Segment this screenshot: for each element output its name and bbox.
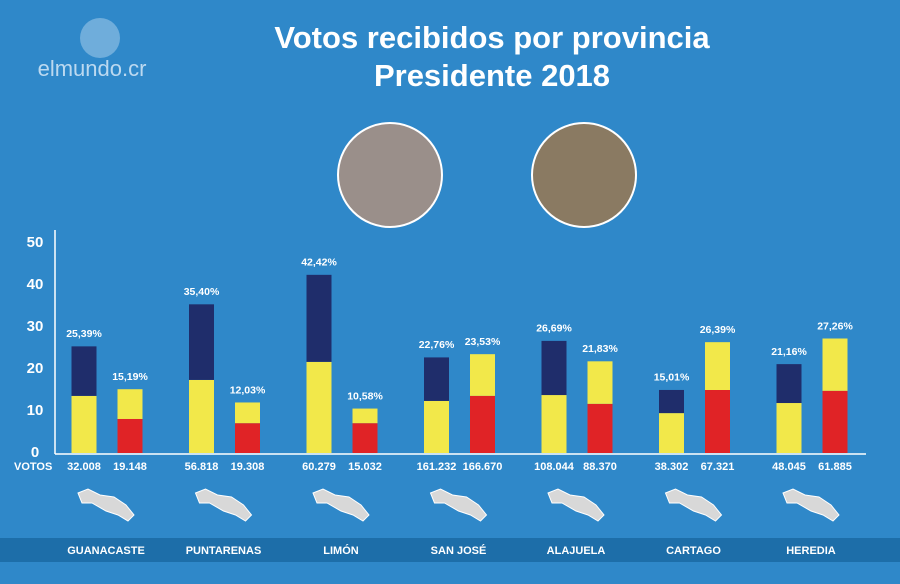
y-tick-label: 10 [27,402,44,419]
bar-segment [541,340,567,396]
votes-value: 19.148 [113,461,147,473]
total-label: 22,76% [419,339,455,351]
votes-value: 56.818 [185,461,219,473]
x-tick-label: HEREDIA [786,545,836,557]
bar-segment [117,389,143,419]
bar-segment [705,390,730,453]
bar-segment [587,403,613,453]
total-label: 15,01% [654,372,690,384]
bar-segment [189,379,214,453]
votes-value: 32.008 [67,461,101,473]
bar-segment [424,400,449,453]
bar-segment [541,395,567,453]
bar-segment [352,408,378,424]
total-label: 42,42% [301,257,337,269]
total-label: 10,58% [347,390,383,402]
logo-globe [80,18,120,58]
bar-segment [659,413,684,453]
bar-segment [659,389,684,414]
votes-value: 161.232 [417,461,457,473]
bar-segment [424,357,449,401]
bar-segment [776,364,802,404]
total-label: 26,69% [536,323,572,335]
y-tick-label: 20 [27,360,44,377]
bar-segment [470,354,495,396]
bar-segment [822,390,848,453]
chart-title: Votos recibidos por provincia [274,20,710,55]
bar-segment [587,361,613,404]
total-label: 25,39% [66,328,102,340]
x-tick-label: LIMÓN [323,544,358,557]
x-tick-label: GUANACASTE [67,545,145,557]
bar-segment [306,361,332,453]
bar-segment [470,395,495,453]
total-label: 12,03% [230,384,266,396]
candidate-photo [531,122,637,228]
votes-value: 60.279 [302,461,336,473]
votes-value: 61.885 [818,461,852,473]
bar-segment [117,418,143,453]
votes-value: 166.670 [463,461,503,473]
category-band [0,538,900,562]
province-map [312,488,370,522]
bar-segment [235,402,260,424]
bar-segment [776,403,802,453]
x-tick-label: SAN JOSÉ [431,544,487,557]
x-tick-label: CARTAGO [666,545,721,557]
votes-value: 19.308 [231,461,265,473]
bar-segment [189,304,214,380]
province-map [782,488,840,522]
province-map [664,488,723,522]
votes-value: 88.370 [583,461,617,473]
x-tick-label: ALAJUELA [547,545,606,557]
bar-segment [71,395,97,453]
province-map [194,488,253,522]
votes-value: 108.044 [534,461,575,473]
total-label: 23,53% [465,336,501,348]
bar-segment [352,423,378,453]
province-map [429,488,488,522]
total-label: 27,26% [817,320,853,332]
y-tick-label: 50 [27,234,44,251]
total-label: 26,39% [700,324,736,336]
votes-label: VOTOS [14,461,52,473]
total-label: 15,19% [112,371,148,383]
y-tick-label: 40 [27,276,44,293]
brand: elmundo.cr [38,56,147,81]
candidate-photo [337,122,443,228]
province-map [77,488,135,522]
votes-value: 38.302 [655,461,689,473]
votes-value: 67.321 [701,461,735,473]
province-map [547,488,605,522]
votes-value: 15.032 [348,461,382,473]
bar-segment [71,346,97,396]
bar-segment [235,423,260,453]
total-label: 21,16% [771,346,807,358]
y-tick-label: 0 [31,444,39,461]
y-tick-label: 30 [27,318,44,335]
total-label: 35,40% [184,286,220,298]
votes-value: 48.045 [772,461,806,473]
total-label: 21,83% [582,343,618,355]
chart-subtitle: Presidente 2018 [374,58,610,93]
bar-segment [306,274,332,362]
bar-segment [822,338,848,391]
x-tick-label: PUNTARENAS [186,545,262,557]
bar-segment [705,342,730,390]
